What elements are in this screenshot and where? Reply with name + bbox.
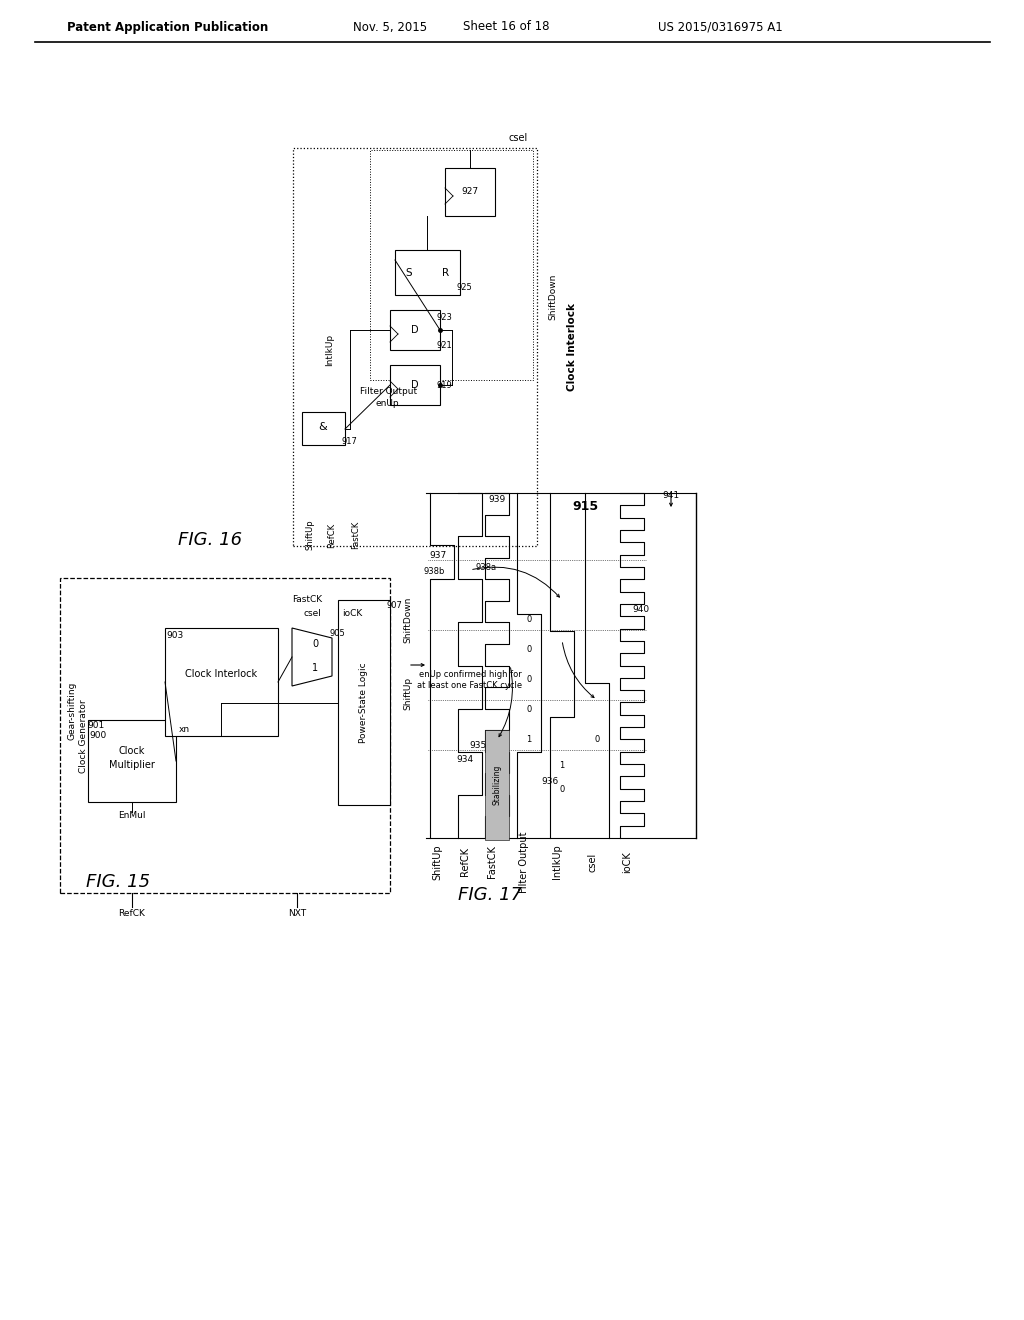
Text: 934: 934 [457,755,473,764]
Text: 1: 1 [312,663,318,673]
Text: Clock Generator: Clock Generator [80,700,88,772]
Bar [485,730,509,840]
Bar [302,412,345,445]
Bar [293,148,537,546]
Bar [390,310,440,350]
Text: IntlkUp: IntlkUp [552,845,562,879]
Bar [370,150,534,380]
Text: 900: 900 [89,731,106,741]
Text: ioCK: ioCK [342,610,362,619]
Text: Clock Interlock: Clock Interlock [185,669,257,678]
Text: ShiftUp: ShiftUp [403,676,413,710]
Text: FastCK: FastCK [292,595,323,605]
Text: csel: csel [508,133,527,143]
Text: 0: 0 [559,785,564,795]
Text: 917: 917 [341,437,357,446]
Text: US 2015/0316975 A1: US 2015/0316975 A1 [657,21,782,33]
Text: IntlkUp: IntlkUp [326,334,335,366]
Bar [390,366,440,405]
Text: Filter Output: Filter Output [360,388,417,396]
Text: 935: 935 [469,741,486,750]
Text: 903: 903 [166,631,183,640]
Bar [395,249,460,294]
Text: RefCK: RefCK [119,908,145,917]
Text: Nov. 5, 2015: Nov. 5, 2015 [353,21,427,33]
Text: 0: 0 [526,615,531,624]
Text: Patent Application Publication: Patent Application Publication [68,21,268,33]
Text: ShiftUp: ShiftUp [432,845,442,880]
Text: 941: 941 [663,491,680,499]
Text: EnMul: EnMul [118,812,145,821]
Text: NXT: NXT [288,908,306,917]
Text: S: S [406,268,413,279]
Text: csel: csel [303,610,321,619]
Text: enUp confirmed high for
at least one FastCK cycle: enUp confirmed high for at least one Fas… [418,671,522,689]
Text: Clock Interlock: Clock Interlock [567,304,577,391]
Text: Multiplier: Multiplier [110,760,155,770]
Text: RefCK: RefCK [460,847,470,876]
Polygon shape [292,628,332,686]
Text: 936: 936 [542,777,559,787]
Text: 0: 0 [526,676,531,685]
Text: 938a: 938a [475,564,497,573]
Text: D: D [412,325,419,335]
Text: 927: 927 [462,187,478,197]
Text: 0: 0 [526,705,531,714]
Text: &: & [318,422,328,432]
Text: 937: 937 [429,552,446,561]
Text: FIG. 16: FIG. 16 [178,531,242,549]
Text: 1: 1 [526,735,531,744]
Text: FastCK: FastCK [487,846,497,878]
Text: FIG. 15: FIG. 15 [86,873,151,891]
Text: 905: 905 [329,628,345,638]
Text: enUp: enUp [375,400,398,408]
Bar [165,628,278,737]
Text: csel: csel [587,853,597,871]
Text: 938b: 938b [423,568,444,577]
Text: Power-State Logic: Power-State Logic [359,663,369,743]
Text: 1: 1 [559,760,564,770]
Text: ShiftUp: ShiftUp [305,520,314,550]
Bar [88,719,176,803]
Text: FIG. 17: FIG. 17 [458,886,522,904]
Bar [60,578,390,894]
Text: R: R [442,268,450,279]
Text: Gear-shifting: Gear-shifting [68,682,77,741]
Text: RefCK: RefCK [328,523,337,548]
Text: 901: 901 [87,722,104,730]
Text: 925: 925 [456,282,472,292]
Text: 940: 940 [633,606,649,615]
Text: 921: 921 [436,342,452,351]
Text: 0: 0 [312,639,318,649]
Text: 0: 0 [526,645,531,655]
Text: Stabilizing: Stabilizing [493,764,502,805]
Text: 915: 915 [572,499,598,512]
Text: xn: xn [178,726,189,734]
Text: Sheet 16 of 18: Sheet 16 of 18 [463,21,549,33]
Bar [338,601,390,805]
Text: Clock: Clock [119,746,145,756]
Text: Filter Output: Filter Output [519,832,529,892]
Text: D: D [412,380,419,389]
Text: ShiftDown: ShiftDown [549,273,557,321]
Bar [445,168,495,216]
Text: 923: 923 [436,314,452,322]
Text: 939: 939 [488,495,506,504]
Text: 919: 919 [436,380,452,389]
Text: ioCK: ioCK [622,851,632,873]
Text: ShiftDown: ShiftDown [403,597,413,643]
Text: FastCK: FastCK [351,521,360,549]
Text: 0: 0 [594,735,600,744]
Text: 907: 907 [386,601,402,610]
